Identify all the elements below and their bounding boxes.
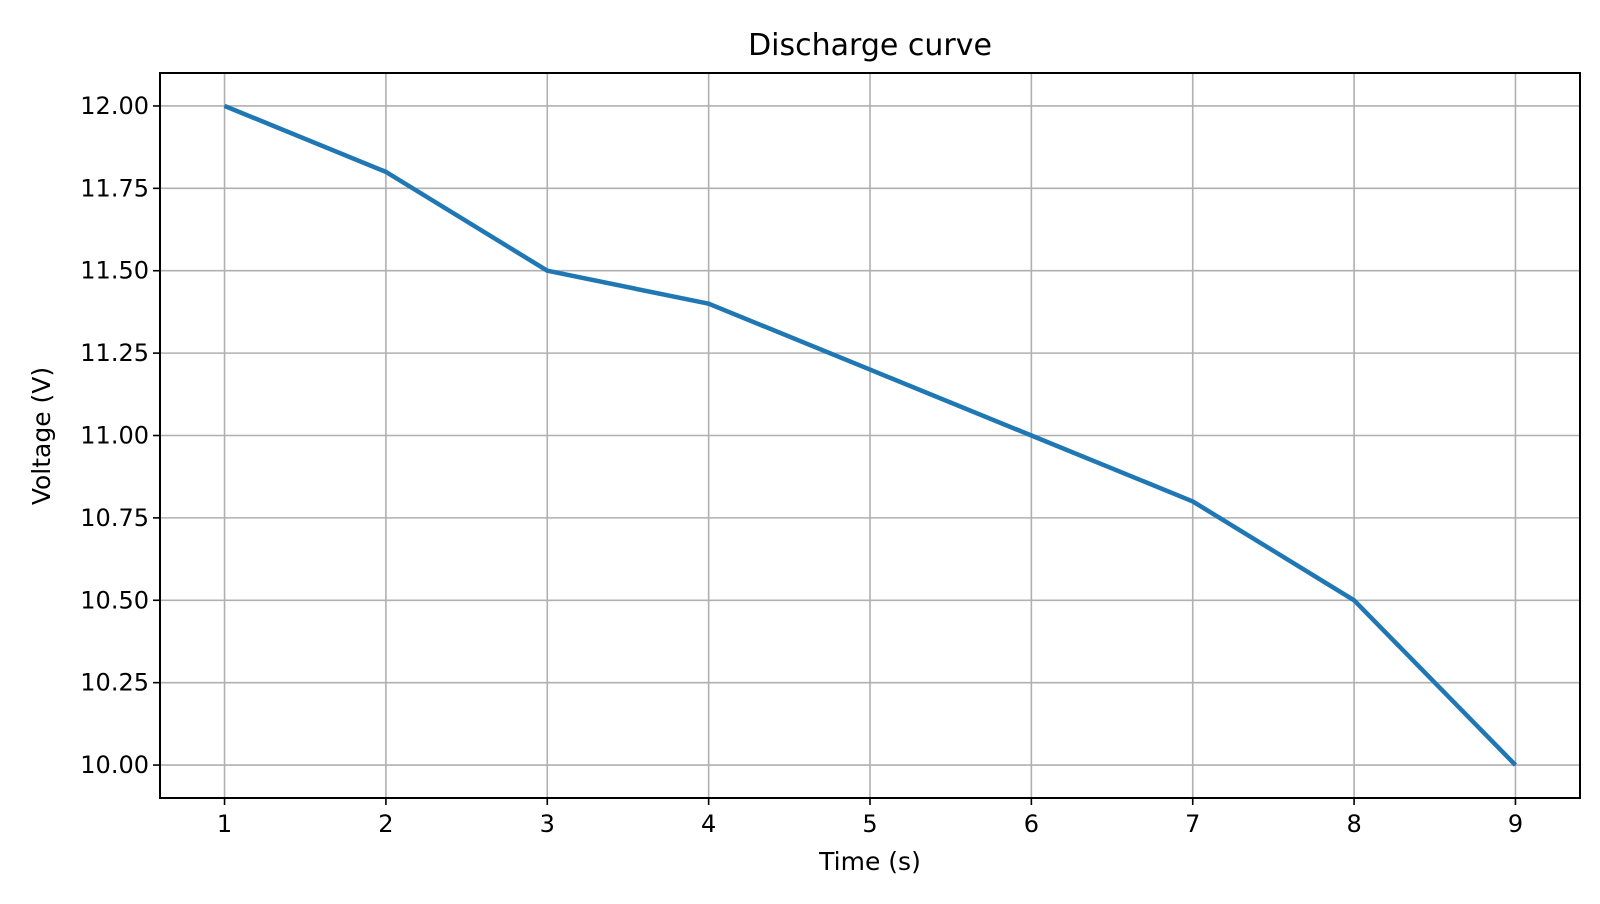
data-point [708,303,710,305]
data-point [1353,599,1355,601]
data-point [869,369,871,371]
x-tick-label: 8 [1346,810,1361,838]
x-tick-label: 1 [217,810,232,838]
x-tick-label: 5 [862,810,877,838]
x-tick-label: 9 [1508,810,1523,838]
x-tick-label: 3 [540,810,555,838]
y-tick-label: 11.00 [80,422,149,450]
y-tick-label: 10.75 [80,504,149,532]
y-tick-label: 12.00 [80,92,149,120]
x-tick-label: 4 [701,810,716,838]
series-layer [223,103,1518,767]
data-point [224,105,226,107]
grid-lines [160,73,1580,798]
data-point [1192,500,1194,502]
x-tick-label: 2 [378,810,393,838]
data-point [1514,764,1516,766]
y-axis-ticks: 10.00 10.25 10.50 10.75 11.00 11.25 11.50 11.75… [80,92,160,779]
x-tick-label: 7 [1185,810,1200,838]
y-tick-label: 11.50 [80,257,149,285]
data-point [1030,435,1032,436]
y-tick-label: 11.25 [80,339,149,367]
y-axis-label: Voltage (V) [27,367,56,505]
chart-title: Discharge curve [748,28,992,63]
y-tick-label: 11.75 [80,174,149,202]
y-tick-label: 10.50 [80,586,149,614]
x-axis-ticks: 1 2 3 4 5 6 7 8 9 [217,798,1523,838]
y-tick-label: 10.25 [80,669,149,697]
x-tick-label: 6 [1024,810,1039,838]
y-tick-label: 10.00 [80,751,149,779]
data-point [385,171,387,173]
x-axis-label: Time (s) [818,847,921,876]
data-point [546,270,548,272]
